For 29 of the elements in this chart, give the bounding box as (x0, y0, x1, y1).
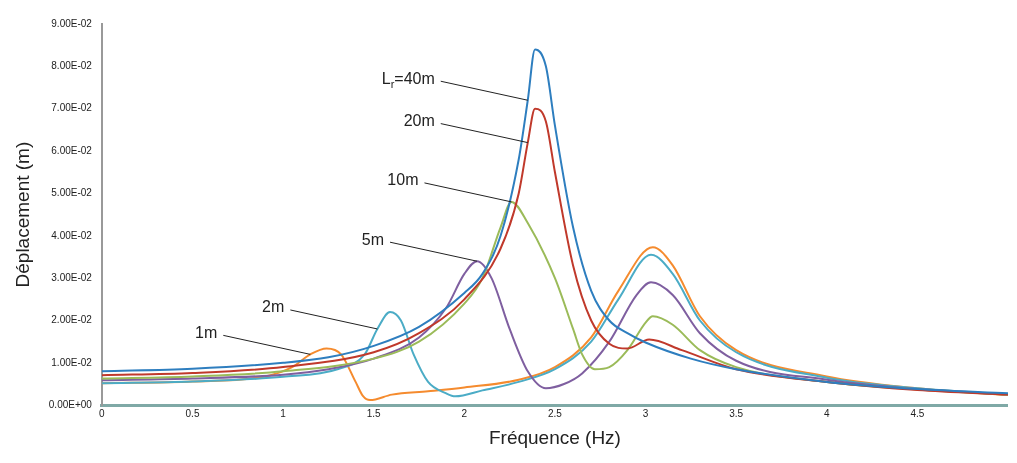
x-tick-label: 0 (99, 407, 106, 419)
x-axis-title: Fréquence (Hz) (488, 426, 621, 448)
y-tick-label: 6.00E-02 (51, 144, 93, 156)
x-tick-label: 3 (642, 407, 649, 419)
y-tick-label: 1.00E-02 (51, 356, 93, 368)
y-tick-label: 3.00E-02 (51, 271, 93, 283)
y-tick-label: 9.00E-02 (51, 17, 93, 29)
x-tick-label: 4.5 (910, 407, 925, 419)
x-tick-label: 1.5 (366, 407, 382, 419)
y-tick-label: 0.00E+00 (48, 398, 93, 410)
x-tick-label: 2.5 (547, 407, 563, 419)
y-tick-label: 4.00E-02 (51, 229, 93, 241)
y-tick-label: 8.00E-02 (51, 60, 93, 72)
y-axis-title: Déplacement (m) (11, 141, 33, 288)
annotation: 2m (262, 298, 285, 316)
y-tick-label: 2.00E-02 (51, 314, 93, 326)
x-tick-label: 3.5 (729, 407, 744, 419)
y-tick-label: 7.00E-02 (51, 102, 93, 114)
x-tick-label: 1 (280, 407, 287, 419)
x-tick-label: 0.5 (185, 407, 200, 419)
y-tick-label: 5.00E-02 (51, 187, 93, 199)
x-tick-label: 2 (461, 407, 468, 419)
line-series (101, 48, 1008, 395)
annotation: 5m (361, 230, 385, 248)
annotation: 10m (387, 171, 419, 189)
annotation: 1m (195, 323, 218, 341)
line-series (101, 107, 1008, 396)
x-tick-label: 4 (824, 407, 830, 419)
annotation: 20m (403, 112, 435, 129)
